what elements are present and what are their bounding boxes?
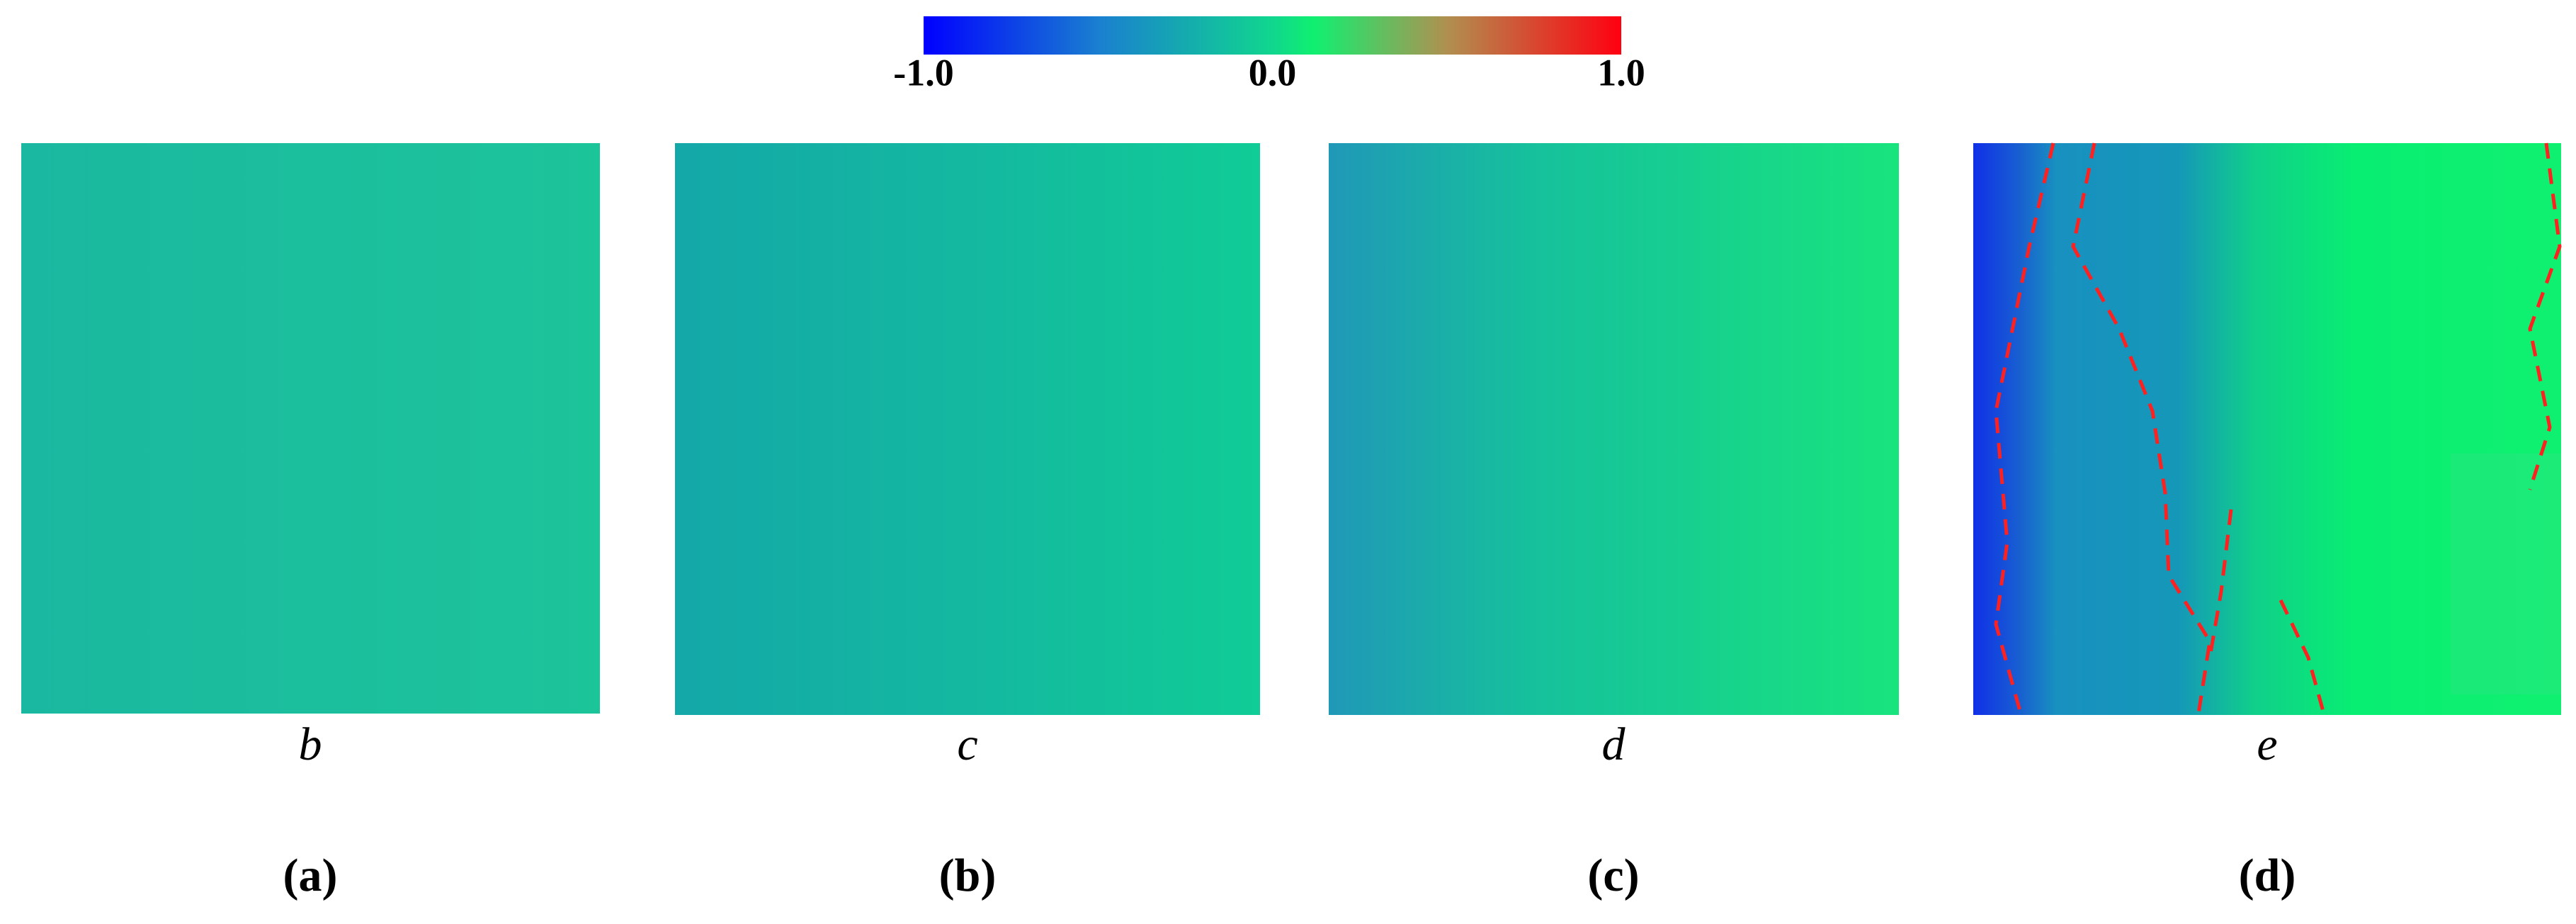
colorbar-ticks: -1.0 0.0 1.0 [893,51,1645,94]
heatmap [675,143,1260,715]
panel-caption: (c) [1587,850,1639,901]
boundary-line [1994,142,2055,714]
colorbar-tick-label: 0.0 [1249,51,1297,94]
boundary-line [2208,509,2233,658]
heatmap [21,143,600,714]
colorbar-tick-label: -1.0 [893,51,953,94]
panel-sublabel: e [2257,719,2277,770]
boundary-line [2279,599,2327,717]
panel-sublabel: c [957,719,977,770]
panel-caption: (a) [283,850,338,901]
heatmap [1329,143,1899,715]
boundary-line [2071,142,2212,714]
colorbar [924,16,1621,55]
panel-caption: (d) [2239,850,2296,901]
panel-sublabel: b [299,719,322,770]
heatmap-patch [2451,453,2561,694]
panel-labels: b (a) c (b) d (c) e (d) [283,719,2296,901]
boundary-lines [1994,142,2562,717]
panel-sublabel: d [1602,719,1626,770]
boundary-line [2528,142,2562,490]
panel-caption: (b) [939,850,997,901]
colorbar-tick-label: 1.0 [1597,51,1645,94]
